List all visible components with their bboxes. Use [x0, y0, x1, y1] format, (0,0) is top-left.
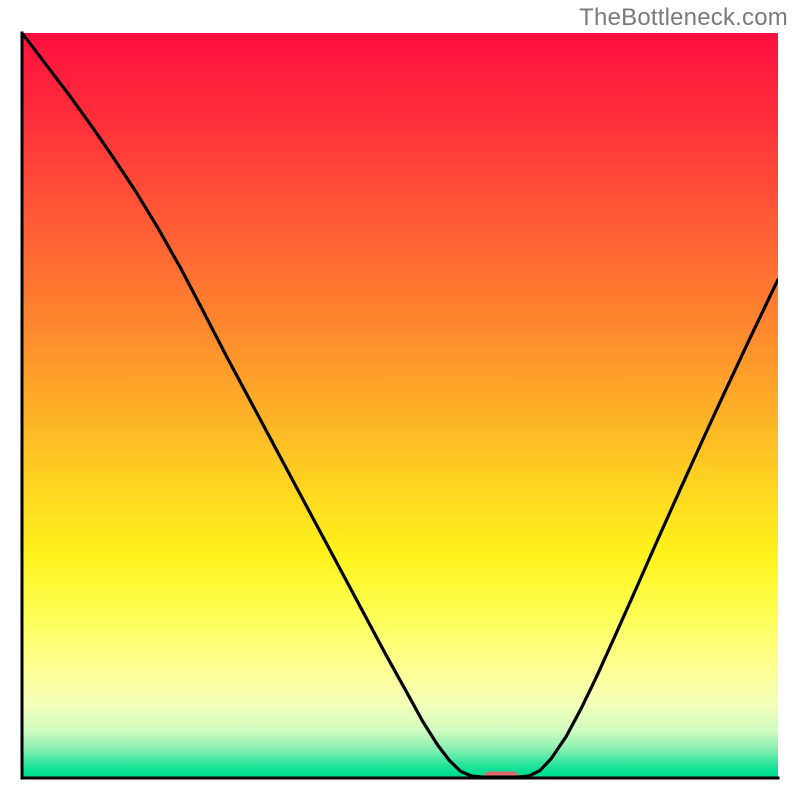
gradient-background: [22, 33, 778, 778]
watermark-text: TheBottleneck.com: [579, 4, 788, 32]
chart-container: TheBottleneck.com: [0, 0, 800, 800]
bottleneck-chart: [0, 0, 800, 800]
